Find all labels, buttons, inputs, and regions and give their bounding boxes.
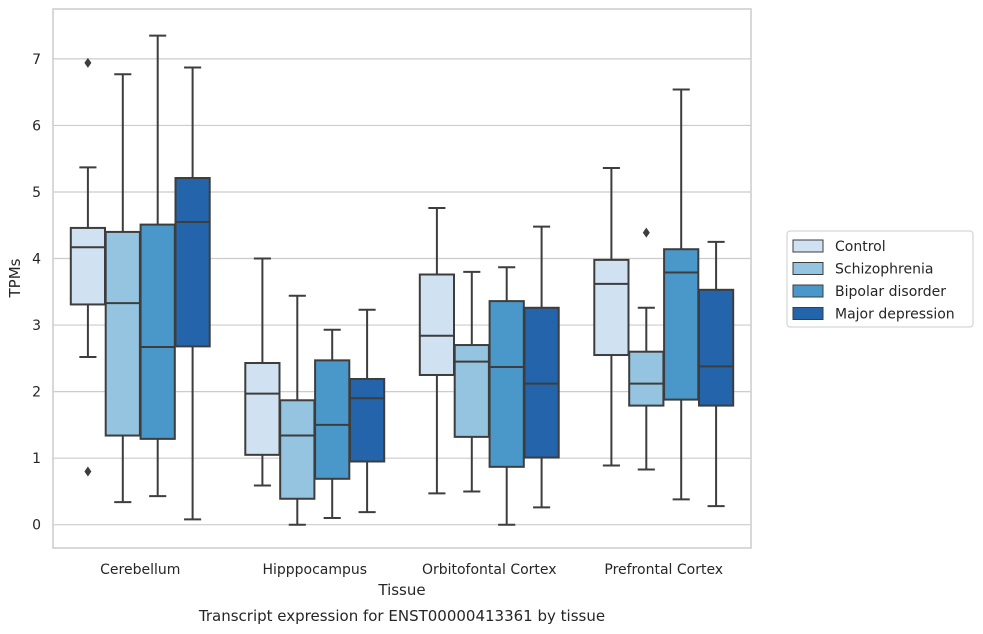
- outlier-point: [642, 227, 650, 238]
- box-bipolar-disorder: [663, 88, 700, 501]
- legend-label: Major depression: [835, 307, 955, 323]
- y-axis-label: TPMs: [6, 258, 24, 298]
- outlier-point: [84, 466, 92, 477]
- box-schizophrenia: [104, 73, 141, 504]
- box-iqr: [697, 288, 735, 407]
- outlier-point: [84, 57, 92, 68]
- box-major-depression: [523, 225, 560, 509]
- y-tick-label: 5: [32, 185, 41, 201]
- y-tick-label: 3: [32, 318, 41, 334]
- legend-label: Bipolar disorder: [835, 284, 946, 300]
- legend-label: Schizophrenia: [835, 262, 933, 278]
- box-iqr: [348, 377, 386, 463]
- box-control: [69, 57, 107, 477]
- legend-swatch: [792, 262, 824, 275]
- legend-swatch: [792, 284, 824, 298]
- box-schizophrenia: [628, 227, 665, 471]
- x-tick-label: Cerebellum: [100, 562, 180, 578]
- box-iqr: [593, 258, 630, 357]
- box-major-depression: [174, 66, 211, 521]
- box-control: [418, 206, 456, 495]
- box-iqr: [244, 362, 281, 456]
- y-tick-label: 2: [32, 385, 41, 401]
- y-tick-label: 7: [32, 52, 41, 68]
- box-iqr: [314, 359, 351, 480]
- y-tick-labels: 0 1 2 3 4 5 6 7: [32, 52, 41, 534]
- box-iqr: [139, 223, 176, 440]
- x-axis-label: Tissue: [377, 581, 425, 599]
- box-bipolar-disorder: [488, 266, 525, 526]
- legend-label: Control: [835, 239, 886, 255]
- legend: Control Schizophrenia Bipolar disorder Majo…: [786, 230, 974, 328]
- box-bipolar-disorder: [314, 328, 351, 520]
- box-iqr: [418, 273, 456, 376]
- y-tick-label: 0: [32, 518, 41, 534]
- y-tick-label: 4: [32, 252, 41, 268]
- x-tick-label: Hipppocampus: [262, 562, 367, 578]
- y-tick-label: 1: [32, 451, 41, 467]
- box-major-depression: [348, 308, 386, 514]
- box-iqr: [104, 230, 141, 437]
- box-groups: [69, 34, 735, 526]
- box-schizophrenia: [279, 294, 316, 526]
- y-tick-label: 6: [32, 118, 41, 134]
- x-tick-label: Prefrontal Cortex: [604, 562, 723, 578]
- x-tick-label: Orbitofontal Cortex: [422, 562, 557, 578]
- chart-caption: Transcript expression for ENST0000041336…: [198, 607, 605, 625]
- box-iqr: [69, 226, 107, 306]
- x-tick-labels: Cerebellum Hipppocampus Orbitofontal Corte…: [100, 562, 723, 578]
- legend-box: [786, 230, 974, 328]
- box-control: [244, 257, 281, 487]
- legend-swatch: [792, 307, 824, 320]
- box-iqr: [488, 300, 525, 468]
- box-iqr: [174, 177, 211, 348]
- plot-frame: [52, 8, 752, 549]
- legend-swatch: [792, 239, 824, 253]
- box-iqr: [628, 350, 665, 407]
- box-iqr: [453, 344, 490, 438]
- box-iqr: [663, 248, 700, 401]
- box-iqr: [279, 399, 316, 500]
- box-control: [593, 167, 630, 467]
- box-major-depression: [697, 240, 735, 508]
